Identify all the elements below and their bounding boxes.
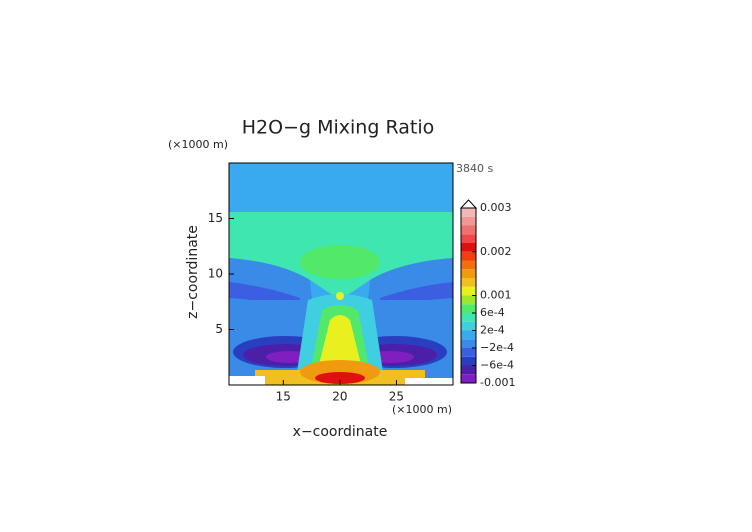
colorbar-band xyxy=(461,365,476,375)
x-axis-label: x−coordinate xyxy=(293,424,388,440)
colorbar-band xyxy=(461,374,476,383)
y-tick-label: 15 xyxy=(208,211,223,225)
x-tick-label: 20 xyxy=(332,390,347,404)
colorbar-tick-label: -0.001 xyxy=(480,376,515,389)
colorbar-band xyxy=(461,225,476,235)
colorbar-tick-label: 6e-4 xyxy=(480,306,505,319)
colorbar-band xyxy=(461,330,476,340)
colorbar-tick-label: 0.002 xyxy=(480,245,512,258)
colorbar-band xyxy=(461,348,476,357)
colorbar-band xyxy=(461,304,476,313)
y-unit: (×1000 m) xyxy=(168,138,228,151)
y-tick-label: 10 xyxy=(208,267,223,281)
colorbar-band xyxy=(461,243,476,252)
colorbar-band xyxy=(461,251,476,261)
x-tick-label: 25 xyxy=(389,390,404,404)
chart-title: H2O−g Mixing Ratio xyxy=(242,117,434,139)
colorbar-band xyxy=(461,278,476,287)
colorbar-band xyxy=(461,339,476,348)
colorbar-band xyxy=(461,321,476,331)
time-label: 3840 s xyxy=(456,162,493,175)
colorbar-band xyxy=(461,286,476,296)
colorbar-band xyxy=(461,295,476,305)
x-unit: (×1000 m) xyxy=(392,403,452,416)
colorbar-band xyxy=(461,313,476,322)
colorbar-tick-label: 2e-4 xyxy=(480,324,505,337)
colorbar-band xyxy=(461,260,476,270)
y-axis-label: z−coordinate xyxy=(185,225,201,319)
y-tick-label: 5 xyxy=(215,322,223,336)
colorbar-tick-label: 0.003 xyxy=(480,201,512,214)
colorbar-band xyxy=(461,356,476,366)
x-tick-label: 15 xyxy=(276,390,291,404)
colorbar-band xyxy=(461,269,476,278)
colorbar-band xyxy=(461,234,476,243)
colorbar-extend xyxy=(459,199,478,209)
contour-region xyxy=(315,372,365,384)
contour-field xyxy=(229,163,453,385)
colorbar-tick-label: −2e-4 xyxy=(480,341,514,354)
colorbar-tick-label: 0.001 xyxy=(480,289,512,302)
colorbar-tick-label: −6e-4 xyxy=(480,359,514,372)
contour-region xyxy=(336,292,344,300)
colorbar-band xyxy=(461,216,476,226)
colorbar-band xyxy=(461,208,476,217)
contour-region xyxy=(300,245,380,279)
